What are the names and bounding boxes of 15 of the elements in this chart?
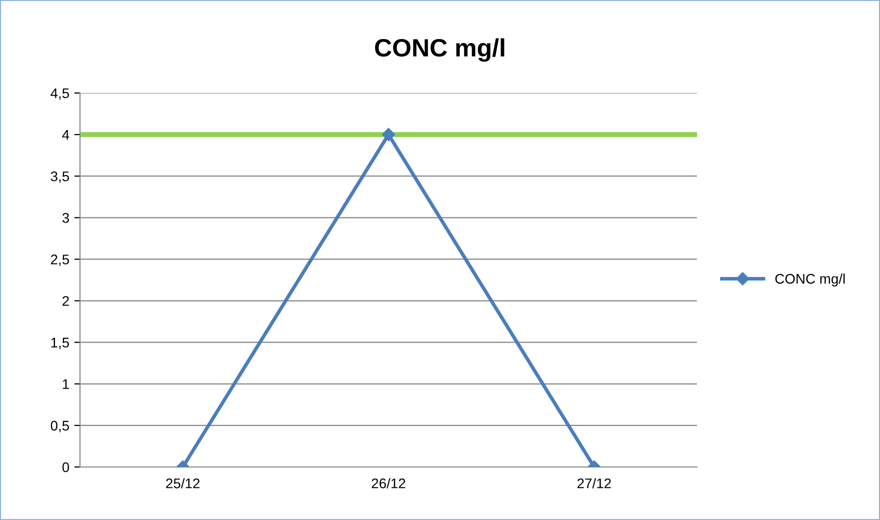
x-tick-label: 26/12 [372,478,406,488]
y-tick-label: 0,5 [50,420,70,432]
y-tick-label: 1 [62,379,69,389]
chart-title: CONC mg/l [375,38,504,62]
y-tick-label: 2 [62,296,69,306]
y-tick-label: 2,5 [50,254,70,266]
y-tick-label: 4,5 [50,88,70,100]
y-tick-label: 1,5 [51,338,70,350]
legend-label: CONC mg/l [775,274,845,286]
x-tick-label: 25/12 [166,478,200,488]
y-tick-label: 4 [62,130,70,140]
x-tick-label: 27/12 [577,478,611,488]
y-tick-label: 0 [62,462,70,472]
y-tick-label: 3 [62,213,69,223]
y-tick-label: 3,5 [50,171,70,183]
